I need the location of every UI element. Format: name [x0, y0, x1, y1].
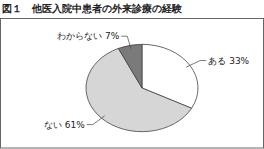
value-label: 33% — [229, 56, 249, 66]
leader-line — [87, 116, 105, 125]
leader-line — [186, 61, 206, 68]
category-label: ない — [44, 120, 62, 130]
chart: 図１ 他医入院中患者の外来診療の経験ある33% ない61% わからない7% — [0, 0, 264, 149]
category-label: わからない — [57, 31, 102, 41]
title: 図１ 他医入院中患者の外来診療の経験 — [2, 3, 183, 14]
pie — [86, 44, 198, 131]
data-label: わからない7% — [57, 31, 120, 41]
slice — [118, 44, 142, 88]
category-label: ある — [208, 56, 226, 66]
frame — [1, 19, 264, 149]
data-label: ない61% — [44, 120, 85, 130]
value-label: 61% — [65, 120, 85, 130]
data-label: ある33% — [208, 56, 249, 66]
leader-line — [121, 36, 131, 49]
data-labels: ある33% ない61% わからない7% — [44, 31, 250, 129]
value-label: 7% — [105, 31, 120, 41]
